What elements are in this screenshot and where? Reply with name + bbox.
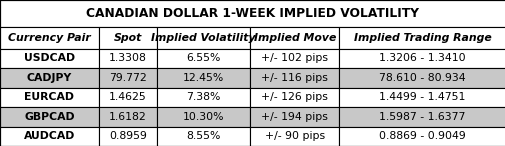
Bar (0, 49, 98, 68)
Bar (338, 49, 505, 68)
Bar (157, 88, 250, 107)
Bar (98, 49, 157, 68)
Bar (98, 107, 157, 127)
Bar (250, 49, 338, 68)
Bar (338, 68, 505, 88)
Bar (0, 107, 98, 127)
Bar (0, 27, 98, 49)
Bar (0, 127, 98, 146)
Bar (338, 27, 505, 49)
Text: +/- 102 pips: +/- 102 pips (261, 53, 328, 63)
Text: Currency Pair: Currency Pair (8, 33, 90, 43)
Bar (250, 88, 338, 107)
Bar (338, 88, 505, 107)
Text: 8.55%: 8.55% (186, 131, 220, 141)
Text: +/- 194 pips: +/- 194 pips (261, 112, 328, 122)
Bar (250, 68, 338, 88)
Bar (0, 68, 98, 88)
Bar (98, 27, 157, 49)
Text: CANADIAN DOLLAR 1-WEEK IMPLIED VOLATILITY: CANADIAN DOLLAR 1-WEEK IMPLIED VOLATILIT… (86, 7, 419, 20)
Text: 7.38%: 7.38% (186, 92, 220, 102)
Bar (250, 27, 338, 49)
Bar (250, 107, 338, 127)
Text: 79.772: 79.772 (109, 73, 146, 83)
Text: 6.55%: 6.55% (186, 53, 220, 63)
Text: +/- 90 pips: +/- 90 pips (264, 131, 324, 141)
Bar (98, 88, 157, 107)
Text: CADJPY: CADJPY (27, 73, 72, 83)
Bar (0, 0, 505, 27)
Bar (250, 127, 338, 146)
Text: +/- 126 pips: +/- 126 pips (261, 92, 328, 102)
Text: 1.5987 - 1.6377: 1.5987 - 1.6377 (379, 112, 465, 122)
Text: 78.610 - 80.934: 78.610 - 80.934 (378, 73, 465, 83)
Text: USDCAD: USDCAD (24, 53, 75, 63)
Bar (338, 107, 505, 127)
Text: 1.4499 - 1.4751: 1.4499 - 1.4751 (379, 92, 465, 102)
Text: 12.45%: 12.45% (183, 73, 224, 83)
Bar (157, 127, 250, 146)
Text: 10.30%: 10.30% (182, 112, 224, 122)
Text: Implied Volatility: Implied Volatility (151, 33, 256, 43)
Bar (0, 88, 98, 107)
Text: +/- 116 pips: +/- 116 pips (261, 73, 328, 83)
Bar (98, 68, 157, 88)
Text: AUDCAD: AUDCAD (24, 131, 75, 141)
Text: 0.8959: 0.8959 (109, 131, 146, 141)
Text: 1.4625: 1.4625 (109, 92, 146, 102)
Bar (98, 127, 157, 146)
Bar (157, 27, 250, 49)
Bar (157, 49, 250, 68)
Text: Implied Trading Range: Implied Trading Range (353, 33, 490, 43)
Bar (338, 127, 505, 146)
Text: GBPCAD: GBPCAD (24, 112, 75, 122)
Text: EURCAD: EURCAD (24, 92, 74, 102)
Text: 1.3308: 1.3308 (109, 53, 146, 63)
Text: 0.8869 - 0.9049: 0.8869 - 0.9049 (378, 131, 465, 141)
Text: Implied Move: Implied Move (253, 33, 335, 43)
Text: Spot: Spot (113, 33, 142, 43)
Text: 1.6182: 1.6182 (109, 112, 146, 122)
Text: 1.3206 - 1.3410: 1.3206 - 1.3410 (378, 53, 465, 63)
Bar (157, 68, 250, 88)
Bar (157, 107, 250, 127)
